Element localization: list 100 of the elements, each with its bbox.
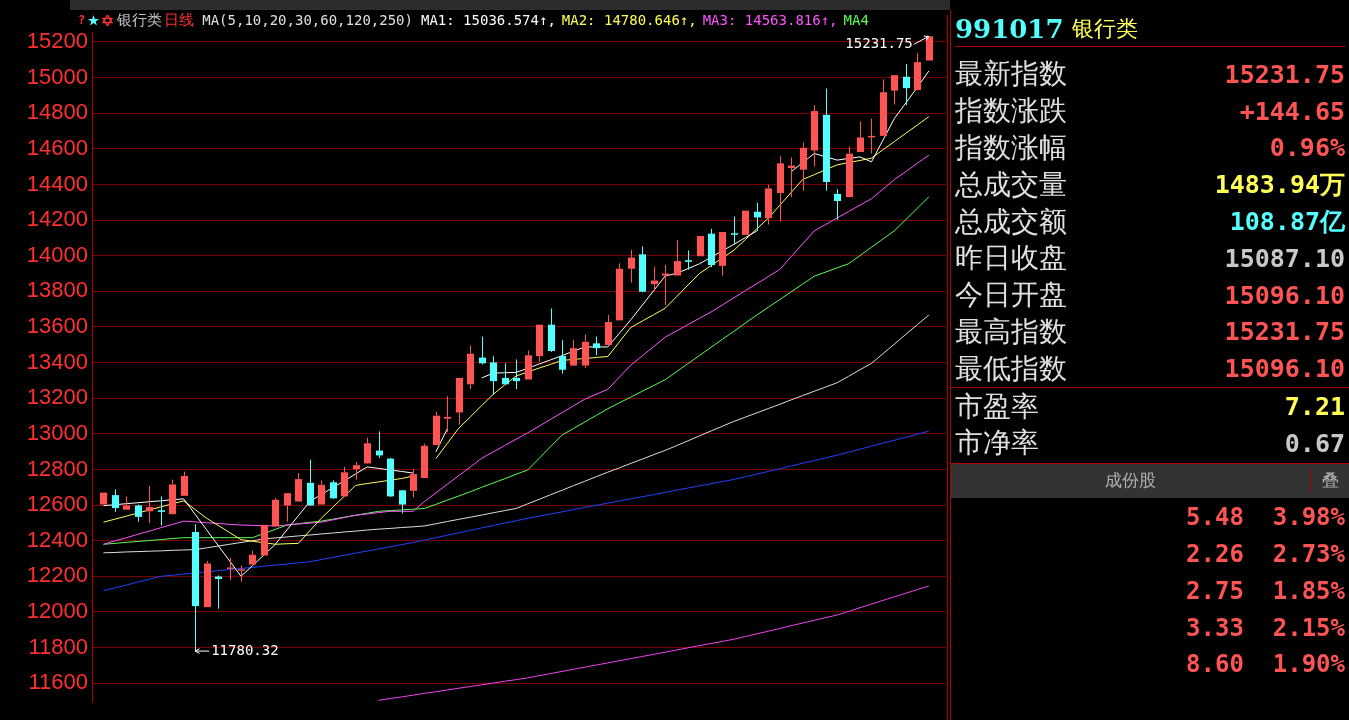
candlestick — [627, 249, 636, 284]
y-tick-label: 13000 — [26, 419, 88, 445]
candlestick — [203, 560, 212, 608]
text: 108.87亿 — [1229, 207, 1345, 237]
candlestick — [524, 349, 533, 380]
text: MA2: 14780.646↑, — [561, 12, 697, 28]
candlestick — [661, 264, 670, 306]
category-label: 最低指数 — [955, 350, 1067, 387]
candlestick — [512, 358, 521, 390]
category-label: 总成交量 — [955, 166, 1067, 203]
candlestick — [913, 52, 922, 91]
candlestick — [283, 493, 292, 523]
y-tick-label: 13200 — [26, 384, 88, 410]
y-tick-label: 13400 — [26, 348, 88, 374]
candlestick — [317, 479, 326, 505]
category-label: 市净率 — [955, 425, 1039, 462]
candlestick — [271, 497, 280, 527]
candlestick — [226, 557, 235, 581]
chart-subtitle: 日线 — [164, 10, 195, 30]
text: 0.96% — [1269, 133, 1345, 163]
text: +144.65 — [1239, 96, 1345, 126]
candlestick — [363, 437, 372, 464]
annotation: 15231.75 — [845, 34, 913, 51]
candlestick — [615, 262, 624, 321]
text: 15231.75 — [1224, 59, 1345, 89]
candlestick — [443, 395, 452, 433]
y-tick-label: 11800 — [28, 633, 88, 659]
y-tick-label: 12800 — [26, 455, 88, 481]
candlestick — [845, 146, 854, 198]
text: 银行类 — [1071, 15, 1138, 43]
y-tick-label: 12600 — [26, 491, 88, 517]
y-tick-label: 15200 — [26, 28, 88, 54]
candlestick — [776, 155, 785, 222]
y-tick-label: 13800 — [26, 277, 88, 303]
text: 7.21 — [1284, 392, 1345, 422]
text: 15231.75 — [1224, 317, 1345, 347]
candlestick — [145, 485, 154, 524]
text: 0.67 — [1284, 428, 1345, 458]
y-tick-label: 13600 — [26, 313, 88, 339]
candlestick — [111, 488, 120, 513]
candlestick — [248, 550, 257, 565]
candlestick — [592, 336, 601, 356]
candlestick — [810, 104, 819, 167]
text: ? — [78, 13, 86, 27]
category-label: 最高指数 — [955, 314, 1067, 350]
candlestick — [833, 188, 842, 221]
candlestick — [764, 184, 773, 226]
candlestick — [581, 333, 590, 369]
candlestick — [157, 495, 166, 527]
text: 15096.10 — [1224, 354, 1345, 384]
candlestick — [466, 345, 475, 390]
candlestick — [684, 249, 693, 271]
candlestick — [535, 324, 544, 363]
text: 叠 — [1310, 469, 1349, 493]
candlestick — [718, 232, 727, 276]
candlestick — [237, 565, 246, 583]
candlestick — [799, 142, 808, 192]
candlestick — [432, 411, 441, 446]
candlestick — [673, 239, 682, 276]
text: 15096.10 — [1224, 280, 1345, 310]
text: 8.60 1.90% — [1186, 650, 1345, 679]
text: 3.33 2.15% — [1186, 613, 1345, 642]
text: 2.75 1.85% — [1186, 576, 1345, 605]
candlestick — [340, 466, 349, 497]
category-label: 今日开盘 — [955, 277, 1067, 314]
candlestick — [650, 266, 659, 292]
y-tick-label: 12000 — [26, 598, 88, 624]
candlestick — [856, 120, 865, 153]
category-label: 昨日收盘 — [955, 240, 1067, 277]
y-tick-label: 11600 — [28, 669, 88, 695]
text: 5.48 3.98% — [1186, 503, 1345, 532]
y-tick-label: 15000 — [26, 63, 88, 89]
text: MA3: 14563.816↑, — [702, 12, 838, 28]
candlestick — [890, 75, 899, 106]
text: 15087.10 — [1224, 243, 1345, 273]
y-tick-label: 14600 — [26, 134, 88, 160]
category-label: 总成交额 — [955, 203, 1067, 240]
y-tick-label: 14400 — [26, 170, 88, 196]
candlestick — [294, 472, 303, 502]
legend-title: MA(5,10,20,30,60,120,250) — [202, 12, 413, 28]
candlestick — [306, 459, 315, 507]
candlestick — [180, 471, 189, 496]
y-tick-label: 12400 — [26, 526, 88, 552]
candlestick — [902, 63, 911, 106]
candlestick — [569, 339, 578, 366]
candlestick — [455, 377, 464, 426]
candlestick — [879, 78, 888, 136]
candlestick — [501, 362, 510, 386]
text: 991017 — [955, 14, 1064, 44]
annotation: 11780.32 — [211, 641, 279, 658]
candlestick — [409, 468, 418, 498]
candlestick — [730, 216, 739, 245]
y-tick-label: 14000 — [26, 241, 88, 267]
text: 1483.94万 — [1214, 170, 1345, 200]
candlestick — [489, 355, 498, 396]
candlestick — [329, 479, 338, 500]
category-label: 指数涨跌 — [955, 93, 1067, 130]
text: MA1: 15036.574↑, — [420, 12, 556, 28]
category-label: 指数涨幅 — [955, 130, 1067, 166]
candlestick — [604, 314, 613, 345]
